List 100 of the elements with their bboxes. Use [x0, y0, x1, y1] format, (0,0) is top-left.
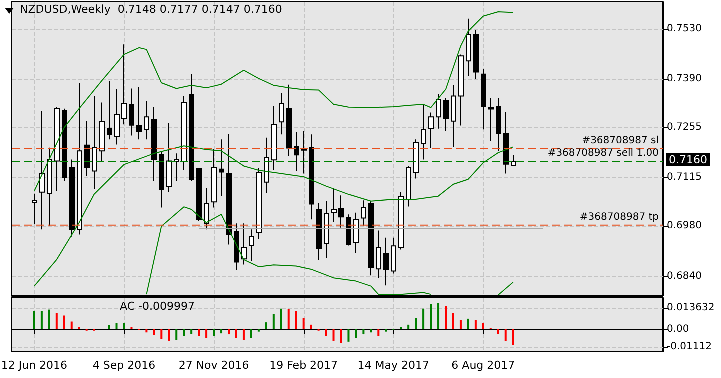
bar: [48, 310, 50, 330]
candlestick: [458, 54, 464, 126]
bar: [332, 329, 335, 341]
candlestick: [69, 159, 75, 238]
bar: [33, 311, 36, 330]
candlestick: [77, 82, 82, 236]
candlestick: [294, 132, 299, 172]
candlestick: [324, 200, 329, 258]
bar: [445, 306, 447, 330]
candlestick: [151, 106, 157, 182]
candlestick: [189, 74, 194, 182]
bar: [295, 311, 298, 330]
candlestick: [107, 80, 112, 140]
x-tick-label: 12 Jun 2016: [1, 359, 68, 372]
bar: [430, 304, 432, 330]
bar: [146, 329, 148, 333]
bar: [56, 313, 58, 330]
bar: [378, 329, 380, 336]
candlestick: [47, 147, 52, 227]
x-tick-label: 4 Sep 2016: [92, 359, 156, 372]
candlestick: [361, 200, 366, 227]
candlestick: [174, 153, 179, 182]
y-tick-label: 0.6840: [667, 270, 702, 282]
bar: [325, 329, 328, 336]
candlestick: [436, 94, 441, 130]
bar: [408, 324, 410, 330]
bar: [108, 325, 110, 330]
bar: [168, 329, 170, 341]
candlestick: [144, 100, 149, 140]
candlestick: [309, 134, 314, 220]
candlestick: [39, 110, 45, 230]
bar: [280, 308, 282, 330]
candlestick: [84, 120, 90, 177]
candlestick: [249, 229, 254, 262]
candlestick: [92, 96, 97, 190]
y-tick-label: 0.7255: [667, 122, 702, 133]
y-tick-label: 0.6980: [667, 220, 702, 232]
bar: [235, 329, 238, 338]
candlestick: [368, 200, 374, 276]
bar: [206, 329, 208, 338]
y-tick-label: 0.7530: [667, 23, 702, 34]
candlestick: [256, 168, 262, 240]
bar: [497, 329, 500, 334]
bar: [220, 329, 223, 334]
chart-title: AC -0.009997: [120, 300, 195, 313]
bar: [153, 329, 156, 336]
candlestick: [503, 112, 509, 174]
bar: [467, 318, 470, 330]
candlestick: [406, 166, 411, 208]
candlestick: [211, 148, 217, 208]
bar: [438, 303, 440, 330]
candlestick: [466, 18, 471, 77]
y-tick-label: 0.7390: [667, 74, 702, 85]
bar: [70, 322, 73, 330]
bar: [258, 329, 260, 332]
bar: [250, 329, 252, 338]
bar: [370, 329, 372, 333]
bar: [385, 329, 388, 332]
y-tick-label: 0.00: [667, 324, 690, 335]
bar: [190, 329, 193, 334]
candlestick: [129, 88, 134, 136]
candlestick: [398, 192, 404, 250]
candlestick: [391, 237, 396, 274]
bar: [160, 329, 163, 340]
y-tick-label: -0.01112: [667, 341, 712, 352]
bar: [288, 309, 290, 330]
candlestick: [32, 193, 37, 225]
bar: [302, 318, 305, 330]
bar: [123, 324, 126, 330]
candlestick: [271, 106, 277, 171]
candlestick: [511, 154, 516, 167]
bar: [116, 324, 118, 330]
bar: [340, 329, 342, 344]
candlestick: [413, 139, 419, 180]
candlestick: [166, 123, 172, 193]
candlestick: [196, 168, 202, 222]
x-tick-label: 19 Feb 2017: [270, 359, 338, 372]
candlestick: [346, 214, 351, 246]
bar: [355, 329, 358, 338]
candlestick: [241, 223, 247, 266]
bar: [504, 329, 507, 342]
bar: [348, 329, 350, 342]
ref-line-label: #368708987 tp: [580, 212, 660, 223]
bar: [228, 329, 230, 335]
candlestick: [316, 203, 322, 261]
bar: [452, 313, 454, 330]
x-tick-label: 6 Aug 2017: [452, 359, 516, 372]
bar: [242, 329, 245, 340]
bar: [422, 308, 425, 330]
candlestick: [136, 86, 142, 140]
candlestick: [181, 96, 187, 171]
candlestick: [159, 150, 164, 208]
bar: [512, 329, 514, 346]
candlestick: [481, 68, 486, 130]
chart-title: NZDUSD,Weekly 0.7148 0.7177 0.7147 0.7160: [20, 3, 282, 16]
candlestick: [443, 98, 449, 132]
bar: [460, 320, 462, 330]
candlestick: [264, 137, 269, 194]
bar: [482, 324, 484, 330]
candlestick: [383, 237, 389, 286]
